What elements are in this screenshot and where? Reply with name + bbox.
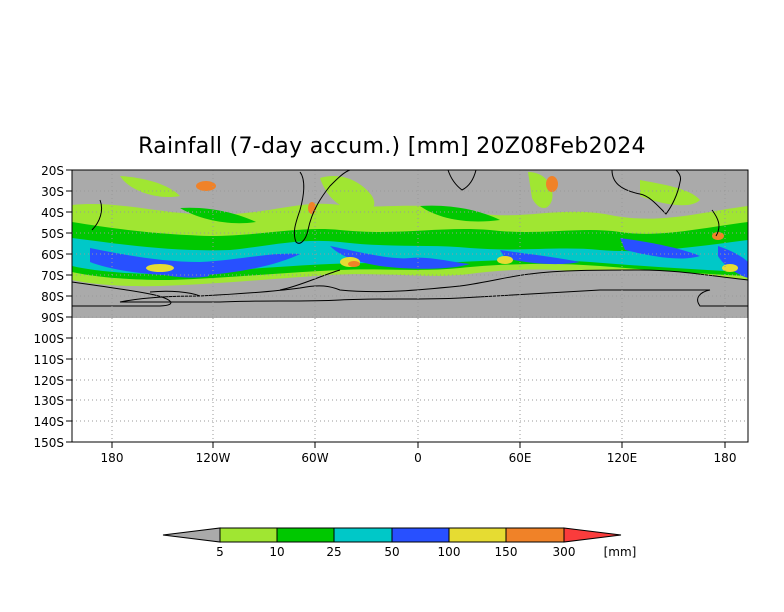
lat-label: 70S <box>41 269 64 283</box>
lon-label: 60W <box>301 451 328 465</box>
lat-label: 60S <box>41 248 64 262</box>
south-america-outline <box>293 169 351 244</box>
colorbar-label: 5 <box>216 545 224 559</box>
colorbar-swatch <box>505 527 565 543</box>
colorbar-label: 25 <box>326 545 341 559</box>
lat-label: 90S <box>41 311 64 325</box>
colorbar-label: 50 <box>384 545 399 559</box>
antarctica-landmass <box>71 269 749 307</box>
empty-area <box>72 318 748 442</box>
lat-label: 80S <box>41 290 64 304</box>
colorbar-label: 150 <box>495 545 518 559</box>
colorbar-label: 10 <box>269 545 284 559</box>
lon-label: 180 <box>101 451 124 465</box>
map-frame <box>71 169 749 443</box>
southern-ocean-ice-outline <box>149 269 341 297</box>
colorbar <box>162 527 622 543</box>
lat-label: 130S <box>33 394 64 408</box>
lon-label: 0 <box>414 451 422 465</box>
colorbar-unit: [mm] <box>604 545 637 559</box>
colorbar-swatch <box>448 527 507 543</box>
colorbar-swatch <box>276 527 335 543</box>
coastlines <box>91 169 720 297</box>
colorbar-min-arrow <box>162 527 221 543</box>
colorbar-label: 100 <box>438 545 461 559</box>
lat-label: 140S <box>33 415 64 429</box>
lon-label: 120W <box>196 451 231 465</box>
colorbar-swatch <box>219 527 278 543</box>
australia-outline <box>611 169 681 215</box>
lat-label: 30S <box>41 185 64 199</box>
grid-lines <box>72 170 748 442</box>
lat-label: 150S <box>33 436 64 450</box>
colorbar-swatch <box>391 527 450 543</box>
africa-outline <box>447 169 477 191</box>
colorbar-swatch <box>333 527 393 543</box>
lat-label: 40S <box>41 206 64 220</box>
colorbar-label: 300 <box>553 545 576 559</box>
lat-label: 100S <box>33 332 64 346</box>
lat-label: 110S <box>33 353 64 367</box>
lat-label: 20S <box>41 164 64 178</box>
new-zealand-outline <box>91 199 720 237</box>
lon-label: 120E <box>607 451 638 465</box>
lon-label: 180 <box>714 451 737 465</box>
lat-label: 50S <box>41 227 64 241</box>
lat-label: 120S <box>33 374 64 388</box>
precipitation-field <box>72 172 748 287</box>
map-title: Rainfall (7-day accum.) [mm] 20Z08Feb202… <box>138 134 646 159</box>
colorbar-max-arrow <box>563 527 622 543</box>
lon-label: 60E <box>509 451 532 465</box>
